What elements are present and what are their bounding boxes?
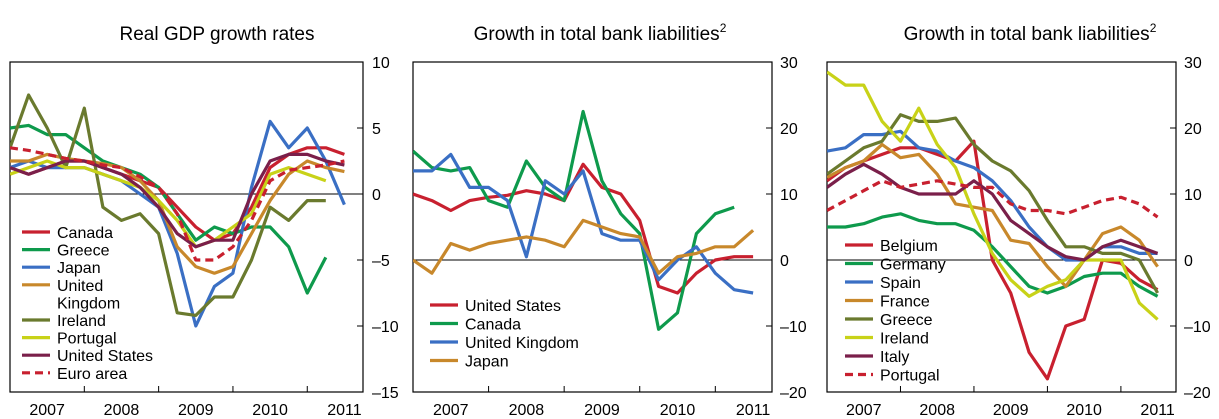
y-tick-label: –10 bbox=[1184, 319, 1211, 336]
series-line-portugal bbox=[827, 179, 1159, 219]
y-tick-label: 30 bbox=[1184, 55, 1202, 72]
chart-title-text: Real GDP growth rates bbox=[119, 24, 314, 45]
x-tick-label: 2008 bbox=[104, 402, 140, 419]
legend-label: Japan bbox=[465, 354, 509, 371]
series-line-euro-area bbox=[10, 146, 345, 262]
legend-label: United States bbox=[57, 348, 153, 365]
series-line-canada bbox=[413, 109, 735, 331]
y-tick-label: –10 bbox=[372, 319, 399, 336]
series-line-ireland bbox=[827, 70, 1159, 321]
y-tick-label: 0 bbox=[780, 253, 789, 270]
y-tick-label: –20 bbox=[780, 385, 807, 402]
y-tick-label: 20 bbox=[780, 121, 798, 138]
legend-label: Germany bbox=[880, 257, 946, 274]
series-line-united-kingdom bbox=[413, 152, 754, 295]
legend-label: France bbox=[880, 294, 930, 311]
x-tick-label: 2010 bbox=[660, 402, 696, 419]
series-line-italy bbox=[827, 162, 1159, 262]
x-tick-label: 2008 bbox=[919, 402, 955, 419]
y-tick-label: 0 bbox=[372, 187, 381, 204]
chart-panel-3: Growth in total bank liabilities2 –20 –10 0… bbox=[826, 21, 1211, 419]
series-line-france bbox=[827, 142, 1159, 288]
x-tick-label: 2007 bbox=[433, 402, 469, 419]
legend-label: Greece bbox=[57, 243, 110, 260]
y-tick-label: 10 bbox=[780, 187, 798, 204]
legend-label: United States bbox=[465, 298, 561, 315]
legend-label: Belgium bbox=[880, 238, 938, 255]
legend-label: Ireland bbox=[880, 331, 929, 348]
series-line-portugal bbox=[10, 159, 327, 249]
y-tick-label: 0 bbox=[1184, 253, 1193, 270]
x-tick-label: 2011 bbox=[327, 402, 362, 419]
series-line-japan bbox=[413, 218, 755, 275]
chart-panel-2: Growth in total bank liabilities2 –20 –10 0… bbox=[412, 21, 807, 419]
chart-title-superscript: 2 bbox=[1150, 21, 1157, 35]
plot-frame bbox=[412, 61, 773, 393]
legend-label: Portugal bbox=[57, 331, 117, 348]
series-line-united-states bbox=[413, 162, 754, 295]
chart-panel-1: Real GDP growth rates –15 –10 –5 0 5 10 2007 200… bbox=[9, 24, 399, 419]
y-tick-label: –15 bbox=[372, 385, 399, 402]
series-group bbox=[10, 93, 346, 328]
legend-label: Ireland bbox=[57, 313, 106, 330]
y-tick-label: –10 bbox=[780, 319, 807, 336]
x-tick-label: 2010 bbox=[1066, 402, 1102, 419]
x-tick-label: 2009 bbox=[178, 402, 214, 419]
y-tick-label: 5 bbox=[372, 121, 381, 138]
legend-label: Canada bbox=[465, 317, 521, 334]
x-tick-label: 2010 bbox=[252, 402, 288, 419]
x-tick-label: 2007 bbox=[29, 402, 65, 419]
y-tick-label: 20 bbox=[1184, 121, 1202, 138]
x-tick-label: 2008 bbox=[509, 402, 545, 419]
chart-title: Growth in total bank liabilities2 bbox=[904, 21, 1157, 45]
y-tick-label: 10 bbox=[372, 55, 390, 72]
legend-label: Italy bbox=[880, 349, 909, 366]
chart-title-text: Growth in total bank liabilities bbox=[474, 24, 720, 45]
x-tick-label: 2011 bbox=[1140, 402, 1175, 419]
y-tick-label: –5 bbox=[372, 253, 390, 270]
legend-label: United Kingdom bbox=[465, 335, 579, 352]
y-tick-label: –20 bbox=[1184, 385, 1211, 402]
legend-label: United Kingdom bbox=[57, 278, 120, 313]
chart-title-superscript: 2 bbox=[720, 21, 727, 35]
chart-title: Growth in total bank liabilities2 bbox=[474, 21, 727, 45]
series-group bbox=[413, 109, 755, 331]
series-group bbox=[827, 70, 1159, 381]
series-line-greece bbox=[827, 113, 1159, 294]
legend-label: Greece bbox=[880, 312, 933, 329]
y-tick-label: 30 bbox=[780, 55, 798, 72]
series-line-united-states bbox=[10, 152, 345, 249]
legend-label: Japan bbox=[57, 260, 101, 277]
chart-title-text: Growth in total bank liabilities bbox=[904, 24, 1150, 45]
y-tick-label: 10 bbox=[1184, 187, 1202, 204]
series-line-germany bbox=[827, 212, 1159, 298]
x-tick-label: 2009 bbox=[993, 402, 1029, 419]
x-tick-label: 2007 bbox=[846, 402, 882, 419]
legend-label: Portugal bbox=[880, 368, 940, 385]
plot-frame bbox=[9, 61, 364, 393]
legend-label: Spain bbox=[880, 275, 921, 292]
legend-label: Euro area bbox=[57, 366, 127, 383]
chart-title: Real GDP growth rates bbox=[119, 24, 314, 45]
x-tick-label: 2009 bbox=[584, 402, 620, 419]
legend-label: Canada bbox=[57, 225, 113, 242]
x-tick-label: 2011 bbox=[736, 402, 771, 419]
